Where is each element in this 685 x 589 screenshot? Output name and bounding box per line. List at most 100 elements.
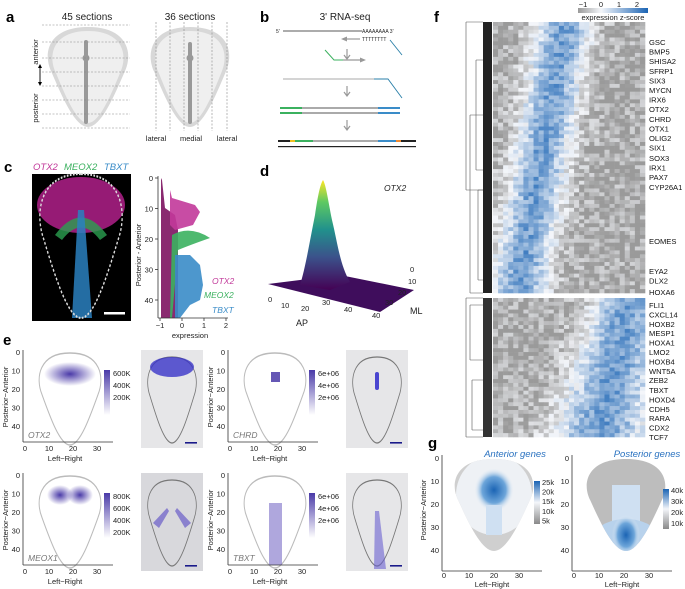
heatmap-cell [508,142,514,147]
heatmap-cell [563,130,570,135]
heatmap-cell [558,317,565,322]
heatmap-cell [614,425,620,430]
heatmap-cell [614,80,620,85]
heatmap-cell [624,52,631,58]
heatmap-cell [629,200,636,205]
heatmap-cell [528,402,534,407]
heatmap-cell [493,398,499,403]
heatmap-cell [533,149,539,154]
heatmap-cell [604,409,610,415]
heatmap-cell [558,184,565,189]
heatmap-cell [634,301,641,307]
heatmap-cell [629,417,636,422]
heatmap-cell [503,363,509,368]
heatmap-cell [503,72,509,77]
heatmap-cell [614,37,620,42]
heatmap-cell [569,99,575,104]
heatmap-cell [604,352,610,357]
heatmap-cell [508,196,514,201]
heatmap-cell [503,309,509,314]
heatmap-cell [558,227,565,232]
heatmap-cell [558,265,565,271]
heatmap-cell [624,37,631,42]
heatmap-cell [634,196,641,201]
heatmap-cell [604,298,610,303]
gene-label: SIX3 [649,76,665,85]
heatmap-cell [553,242,560,247]
heatmap-cell [553,234,560,240]
heatmap-cell [569,219,575,224]
heatmap-cell [589,203,595,209]
heatmap-cell [508,52,514,58]
heatmap-cell [548,122,555,127]
heatmap-cell [614,169,620,174]
heatmap-cell [498,184,504,189]
heatmap-cell [589,386,595,391]
heatmap-cell [624,379,631,384]
heatmap-cell [619,433,626,438]
heatmap-cell [579,56,585,62]
colorbar-label: 600K [113,369,131,378]
heatmap-cell [523,305,529,310]
heatmap-cell [503,56,509,62]
heatmap-cell [543,289,550,294]
heatmap-cell [569,406,575,411]
heatmap-cell [634,25,641,31]
heatmap-cell [614,176,620,182]
heatmap-cell [523,76,529,81]
heatmap-cell [604,203,610,209]
heatmap-cell [579,305,585,310]
heatmap-cell [533,379,539,384]
heatmap-cell [548,348,555,353]
heatmap-cell [553,87,560,92]
heatmap-cell [574,33,580,38]
heatmap-cell [584,80,590,85]
heatmap-cell [619,398,626,403]
heatmap-cell [599,180,605,185]
heatmap-cell [518,325,524,330]
heatmap-cell [533,285,539,290]
heatmap-cell [503,172,509,178]
heatmap-cell [543,72,550,77]
heatmap-cell [579,142,585,147]
heatmap-cell [543,165,550,170]
heatmap-cell [614,111,620,116]
heatmap-cell [589,234,595,240]
heatmap-cell [563,172,570,178]
heatmap-cell [584,161,590,166]
heatmap-cell [553,95,560,100]
heatmap-cell [609,180,615,185]
heatmap-cell [558,321,565,326]
heatmap-cell [629,398,636,403]
heatmap-cell [634,340,641,345]
heatmap-cell [558,52,565,58]
heatmap-cell [569,107,575,112]
heatmap-cell [574,281,580,286]
heatmap-cell [614,223,620,228]
heatmap-cell [548,413,555,418]
expression-blob [44,362,96,386]
heatmap-cell [498,289,504,294]
heatmap-cell [533,281,539,286]
y-tick-label: 10 [561,477,569,486]
heatmap-cell [513,223,519,228]
heatmap-cell [589,138,595,143]
heatmap-cell [538,433,544,438]
heatmap-cell [563,313,570,318]
heatmap-cell [569,265,575,271]
heatmap-cell [639,265,646,271]
heatmap-cell [569,83,575,89]
heatmap-cell [584,254,590,259]
heatmap-cell [553,203,560,209]
heatmap-cell [493,153,499,158]
heatmap-cell [624,305,631,310]
heatmap-cell [508,29,514,34]
colorbar-label: 10k [671,519,683,528]
heatmap-cell [548,421,555,426]
heatmap-cell [629,234,636,240]
heatmap-cell [629,355,636,361]
heatmap-cell [533,301,539,307]
heatmap-cell [533,68,539,73]
heatmap-cell [614,242,620,247]
heatmap-cell [558,29,565,34]
